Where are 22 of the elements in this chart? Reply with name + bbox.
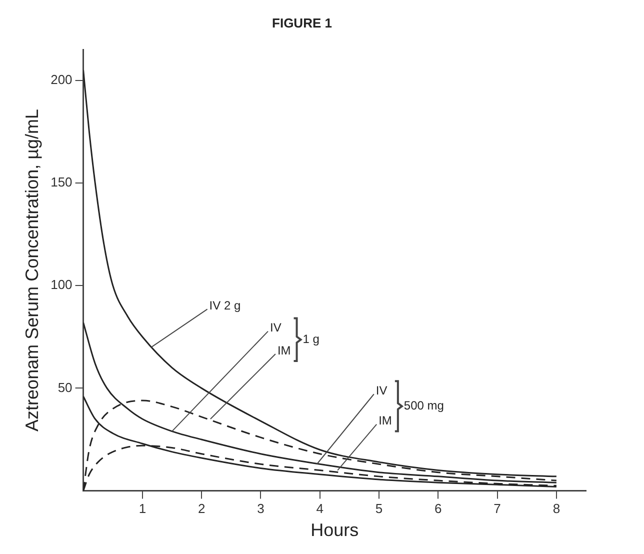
annotation: IM [277,343,291,358]
x-axis-title: Hours [310,520,359,540]
annotation: IV [376,383,388,398]
annotation: 500 mg [404,398,444,413]
chart-title: FIGURE 1 [272,15,332,30]
y-tick-label: 50 [58,380,72,395]
y-tick-label: 200 [50,72,72,87]
y-tick-label: 100 [50,277,72,292]
annotation: IV [270,320,282,335]
annotation: IV 2 g [209,298,241,312]
annotation: IM [378,414,392,428]
x-tick-label: 2 [198,501,206,516]
x-tick-label: 1 [138,501,146,516]
x-tick-label: 4 [316,501,324,516]
x-tick-label: 8 [552,501,560,516]
x-tick-label: 5 [375,501,383,516]
y-axis-title: Aztreonam Serum Concentration, µg/mL [22,108,42,432]
x-tick-label: 3 [257,501,264,516]
y-tick-label: 150 [50,174,72,190]
x-tick-label: 6 [434,501,442,516]
x-tick-label: 7 [494,501,501,516]
annotation: 1 g [302,332,320,346]
